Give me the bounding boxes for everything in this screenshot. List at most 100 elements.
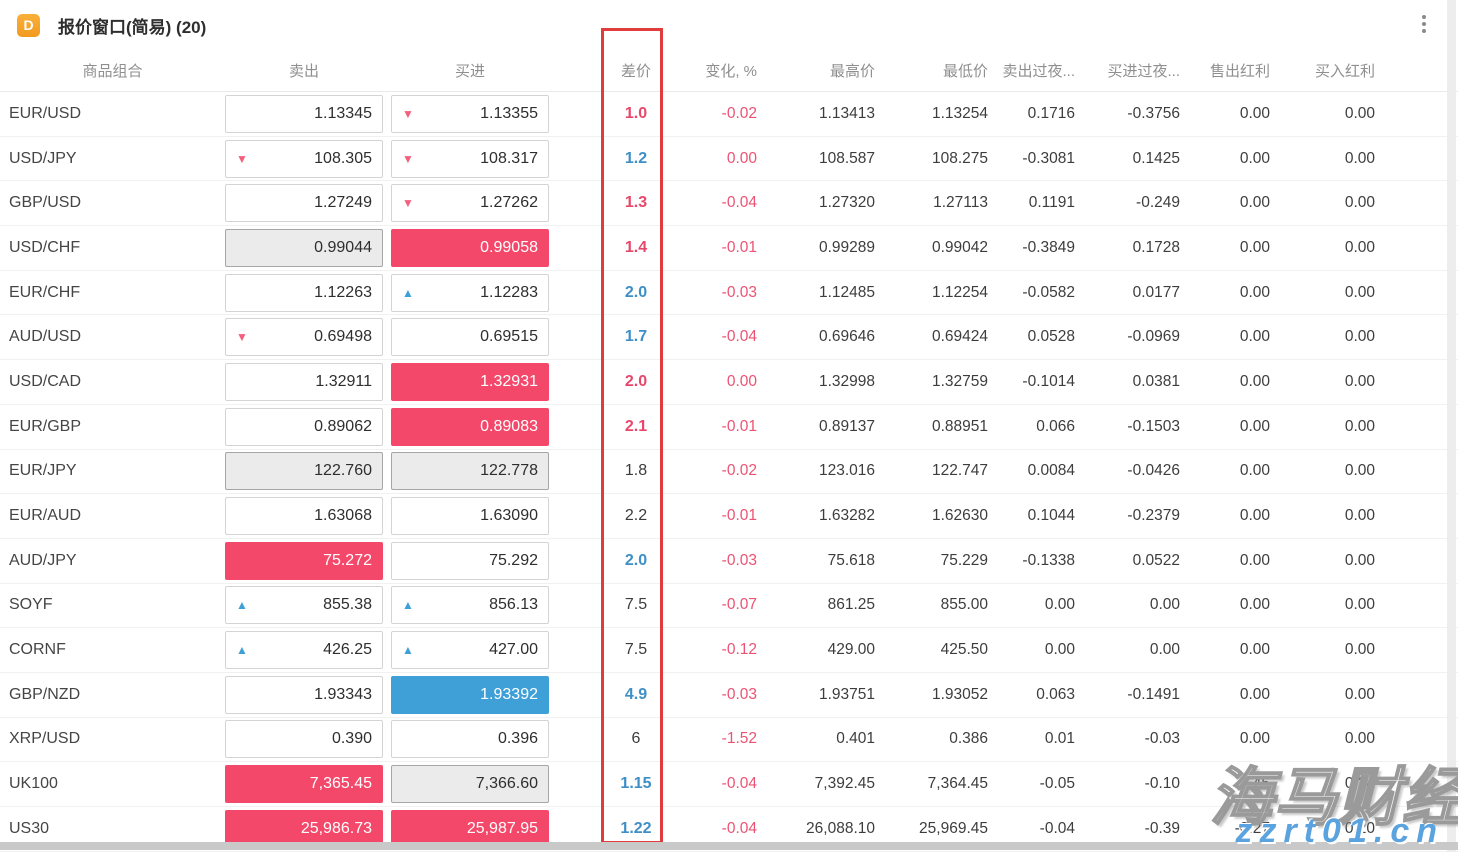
- buy-overnight-value: -0.1503: [1127, 417, 1180, 435]
- sell-price-button[interactable]: 25,986.73: [225, 809, 383, 848]
- sell-price-value: 1.27249: [314, 194, 372, 212]
- buy-price-button[interactable]: ▲ 427.00: [391, 631, 549, 670]
- column-header-low[interactable]: 最低价: [942, 63, 988, 80]
- buy-price-button[interactable]: 7,366.60: [391, 765, 549, 804]
- buy-price-button[interactable]: 1.32931: [391, 362, 549, 401]
- low-value: 1.27113: [933, 194, 988, 212]
- sell-overnight-value: -0.3081: [1022, 149, 1075, 167]
- table-row: EUR/AUD 1.63068 1.63090 2.2 -0.01 1.6328…: [0, 494, 1458, 539]
- low-value: 0.88951: [931, 417, 988, 435]
- buy-price-button[interactable]: ▲ 856.13: [391, 586, 549, 625]
- buy-dividend-value: 0.00: [1344, 730, 1375, 748]
- buy-dividend-value: 0.00: [1344, 417, 1375, 435]
- low-value: 1.62630: [931, 507, 988, 525]
- buy-price-value: 1.12283: [480, 283, 538, 301]
- column-header-buy-dividend[interactable]: 买入红利: [1314, 63, 1375, 80]
- buy-overnight-value: 0.1425: [1132, 149, 1180, 167]
- sell-price-button[interactable]: 122.760: [225, 452, 383, 491]
- buy-overnight-value: 0.1728: [1132, 238, 1180, 256]
- buy-price-button[interactable]: 0.99058: [391, 228, 549, 267]
- buy-price-button[interactable]: 0.89083: [391, 407, 549, 446]
- sell-price-button[interactable]: 0.390: [225, 720, 383, 759]
- change-value: -0.04: [721, 819, 757, 837]
- buy-price-value: 1.32931: [480, 372, 538, 390]
- buy-price-button[interactable]: 1.93392: [391, 675, 549, 714]
- sell-price-button[interactable]: 1.93343: [225, 675, 383, 714]
- buy-trend-arrow-icon: ▼: [402, 106, 414, 121]
- menu-kebab-icon[interactable]: [1416, 13, 1432, 35]
- buy-price-button[interactable]: ▼ 1.13355: [391, 94, 549, 133]
- sell-dividend-value: 0.00: [1239, 596, 1270, 614]
- table-row: USD/CAD 1.32911 1.32931 2.0 0.00 1.32998…: [0, 360, 1458, 405]
- vertical-scrollbar[interactable]: [1447, 0, 1456, 852]
- change-value: -0.03: [721, 283, 757, 301]
- low-value: 25,969.45: [919, 819, 988, 837]
- sell-price-button[interactable]: ▲ 855.38: [225, 586, 383, 625]
- sell-overnight-value: 0.00: [1044, 641, 1075, 659]
- buy-price-button[interactable]: 25,987.95: [391, 809, 549, 848]
- sell-price-button[interactable]: 7,365.45: [225, 765, 383, 804]
- buy-dividend-value: 0.00: [1344, 149, 1375, 167]
- buy-price-button[interactable]: 75.292: [391, 541, 549, 580]
- column-header-buy-overnight[interactable]: 买进过夜...: [1107, 63, 1180, 80]
- sell-price-button[interactable]: ▼ 0.69498: [225, 318, 383, 357]
- sell-price-button[interactable]: ▼ 108.305: [225, 139, 383, 178]
- column-header-sell-overnight[interactable]: 卖出过夜...: [1002, 63, 1075, 80]
- sell-price-button[interactable]: 1.12263: [225, 273, 383, 312]
- buy-price-button[interactable]: ▼ 108.317: [391, 139, 549, 178]
- symbol-cell: AUD/JPY: [9, 551, 77, 569]
- buy-trend-arrow-icon: ▼: [402, 196, 414, 211]
- change-value: -0.04: [721, 328, 757, 346]
- change-value: -1.52: [721, 730, 757, 748]
- column-header-high[interactable]: 最高价: [829, 63, 875, 80]
- buy-dividend-value: 0.00: [1344, 685, 1375, 703]
- buy-price-value: 25,987.95: [466, 819, 538, 837]
- sell-dividend-value: 0.00: [1239, 730, 1270, 748]
- column-header-change[interactable]: 变化, %: [705, 63, 757, 80]
- change-value: -0.01: [721, 507, 757, 525]
- sell-price-button[interactable]: 1.63068: [225, 497, 383, 536]
- sell-dividend-value: 0.00: [1239, 507, 1270, 525]
- table-header: 商品组合 卖出 买进 差价 变化, % 最高价 最低价 卖出过夜... 买进过夜…: [0, 50, 1458, 92]
- kebab-dot: [1422, 15, 1426, 19]
- sell-overnight-value: 0.1716: [1027, 104, 1075, 122]
- buy-price-button[interactable]: 0.69515: [391, 318, 549, 357]
- buy-trend-arrow-icon: ▲: [402, 598, 414, 613]
- sell-price-button[interactable]: 0.89062: [225, 407, 383, 446]
- table-row: CORNF ▲ 426.25 ▲ 427.00 7.5 -0.12 429.00…: [0, 628, 1458, 673]
- sell-trend-arrow-icon: ▲: [236, 643, 248, 658]
- buy-price-button[interactable]: 0.396: [391, 720, 549, 759]
- column-header-symbol[interactable]: 商品组合: [82, 63, 143, 80]
- sell-dividend-value: 0.00: [1239, 104, 1270, 122]
- buy-price-button[interactable]: ▲ 1.12283: [391, 273, 549, 312]
- table-row: EUR/CHF 1.12263 ▲ 1.12283 2.0 -0.03 1.12…: [0, 271, 1458, 316]
- app-logo-icon: D: [17, 13, 40, 37]
- sell-dividend-value: 0.00: [1239, 551, 1270, 569]
- high-value: 861.25: [827, 596, 875, 614]
- buy-price-button[interactable]: 1.63090: [391, 497, 549, 536]
- sell-price-button[interactable]: 0.99044: [225, 228, 383, 267]
- horizontal-scrollbar[interactable]: [0, 842, 1458, 850]
- buy-price-value: 122.778: [480, 462, 538, 480]
- sell-price-button[interactable]: ▲ 426.25: [225, 631, 383, 670]
- sell-dividend-value: 0.00: [1239, 372, 1270, 390]
- sell-dividend-value: 0.00: [1239, 462, 1270, 480]
- column-header-sell[interactable]: 卖出: [288, 63, 319, 80]
- sell-price-button[interactable]: 1.13345: [225, 94, 383, 133]
- buy-price-button[interactable]: ▼ 1.27262: [391, 184, 549, 223]
- column-header-buy[interactable]: 买进: [454, 63, 485, 80]
- sell-price-button[interactable]: 1.32911: [225, 362, 383, 401]
- symbol-cell: USD/JPY: [9, 149, 77, 167]
- sell-price-value: 122.760: [314, 462, 372, 480]
- column-header-sell-dividend[interactable]: 售出红利: [1209, 63, 1270, 80]
- sell-overnight-value: -0.05: [1039, 775, 1075, 793]
- sell-price-button[interactable]: 75.272: [225, 541, 383, 580]
- sell-price-button[interactable]: 1.27249: [225, 184, 383, 223]
- sell-overnight-value: 0.1044: [1027, 507, 1075, 525]
- buy-dividend-value: 0.00: [1344, 283, 1375, 301]
- low-value: 108.275: [931, 149, 988, 167]
- buy-dividend-value: 0.00: [1344, 372, 1375, 390]
- buy-dividend-value: 0.20: [1344, 819, 1375, 837]
- buy-price-button[interactable]: 122.778: [391, 452, 549, 491]
- column-header-spread[interactable]: 差价: [620, 63, 651, 80]
